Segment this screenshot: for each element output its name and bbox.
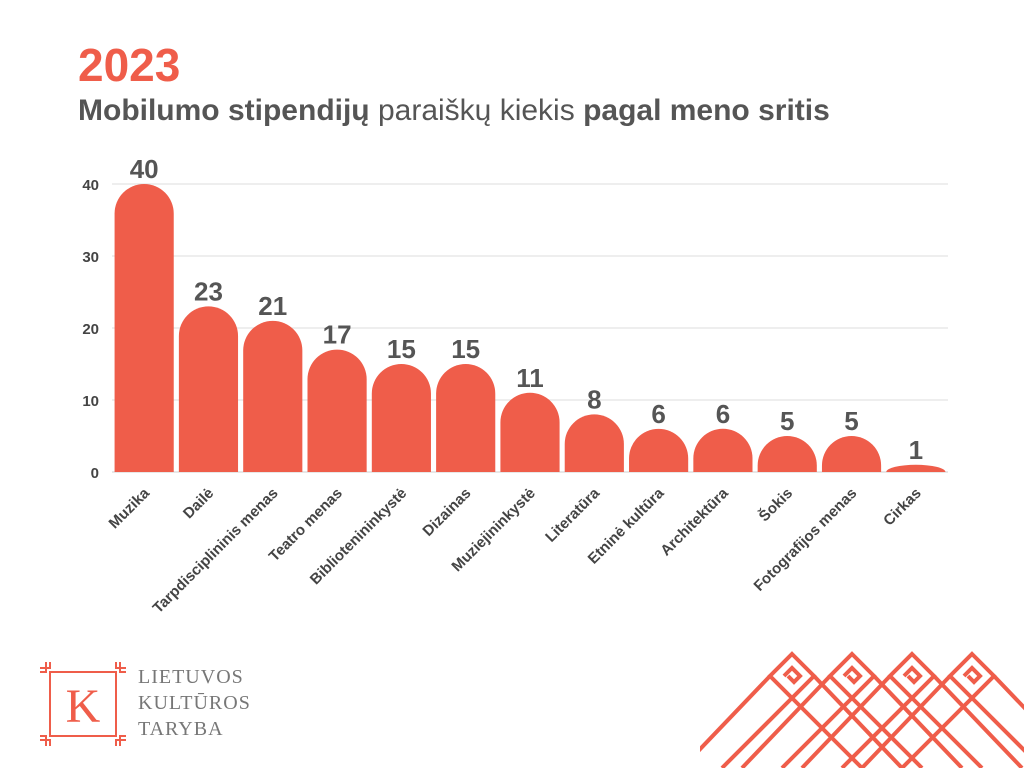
council-logo-icon: K xyxy=(40,662,126,746)
bar-9 xyxy=(629,428,689,472)
category-label: Dizainas xyxy=(419,485,474,540)
bar-6 xyxy=(436,364,496,472)
bar-13 xyxy=(886,464,946,472)
bar-3 xyxy=(243,320,303,472)
data-label: 17 xyxy=(323,320,352,350)
bar-4 xyxy=(307,349,367,472)
y-tick-label: 0 xyxy=(91,465,99,482)
y-tick-label: 20 xyxy=(82,321,99,338)
category-label: Dailė xyxy=(180,485,217,522)
bar-8 xyxy=(564,414,624,472)
category-label: Muzika xyxy=(106,484,154,532)
category-label: Cirkas xyxy=(880,485,924,529)
data-label: 15 xyxy=(387,334,416,364)
chart-subtitle: Mobilumo stipendijų paraiškų kiekis paga… xyxy=(78,94,830,128)
ornament-lattice xyxy=(700,651,1024,768)
data-label: 11 xyxy=(516,363,544,393)
y-tick-label: 30 xyxy=(82,249,99,266)
category-label: Šokis xyxy=(755,484,796,525)
data-label: 15 xyxy=(451,334,480,364)
data-label: 40 xyxy=(130,154,159,184)
subtitle-regular-part: paraiškų kiekis xyxy=(369,94,584,127)
bar-7 xyxy=(500,392,560,472)
category-label: Architektūra xyxy=(657,484,732,559)
chart-year-title: 2023 xyxy=(78,39,181,91)
data-label: 6 xyxy=(716,399,730,429)
logo-letter: K xyxy=(66,680,101,733)
data-label: 6 xyxy=(651,399,665,429)
logo-line-1: LIETUVOS xyxy=(138,666,244,688)
bar-11 xyxy=(757,436,817,472)
bar-12 xyxy=(821,436,882,472)
logo-line-3: TARYBA xyxy=(138,718,224,740)
logo-line-2: KULTŪROS xyxy=(138,692,251,714)
council-logo-text: LIETUVOS KULTŪROS TARYBA xyxy=(138,664,251,742)
y-tick-label: 10 xyxy=(82,393,99,410)
data-label: 1 xyxy=(909,435,923,465)
data-label: 5 xyxy=(844,406,858,436)
data-label: 23 xyxy=(194,276,223,306)
bar-2 xyxy=(178,306,239,472)
y-tick-label: 40 xyxy=(82,177,99,194)
subtitle-bold-part-2: pagal meno sritis xyxy=(583,94,830,127)
bar-10 xyxy=(693,428,753,472)
data-label: 8 xyxy=(587,384,601,414)
data-label: 5 xyxy=(780,406,794,436)
category-label: Literatūra xyxy=(542,484,603,545)
bar-chart: 0 10 20 30 40 40 Muzika 23 Dailė 21 Tarpdisciplini… xyxy=(82,154,948,617)
bar-5 xyxy=(371,364,431,472)
lithuanian-pattern-ornament-icon xyxy=(700,651,1024,768)
category-label: Tarpdisciplininis menas xyxy=(150,485,282,617)
bar-1 xyxy=(114,184,174,472)
subtitle-bold-part-1: Mobilumo stipendijų xyxy=(78,94,370,127)
data-label: 21 xyxy=(258,291,287,321)
